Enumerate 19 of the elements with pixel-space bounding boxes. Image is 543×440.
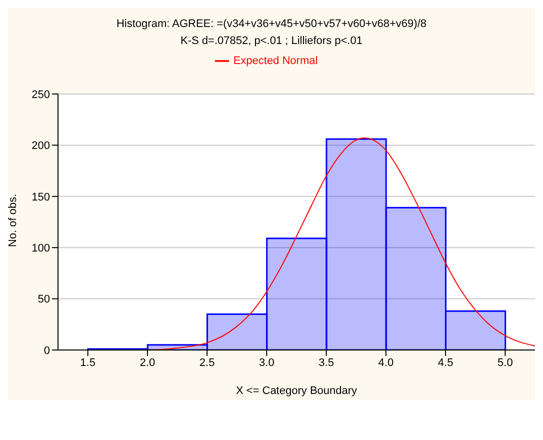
x-tick-label: 2.5 — [199, 356, 215, 369]
y-tick-label: 200 — [32, 140, 50, 152]
chart-subtitle: K-S d=.07852, p<.01 ; Lilliefors p<.01 — [180, 34, 364, 49]
y-tick-label: 50 — [38, 294, 50, 306]
y-tick-label: 250 — [32, 88, 50, 101]
x-tick-label: 4.0 — [378, 356, 394, 369]
y-axis-title: No. of obs. — [6, 194, 19, 247]
x-tick-label: 4.5 — [438, 356, 454, 369]
x-tick-label: 3.0 — [259, 356, 274, 369]
chart-title: Histogram: AGREE: =(v34+v36+v45+v50+v57+v60+v68+v69)/8 — [115, 17, 428, 32]
x-tick-label: 2.0 — [140, 356, 156, 369]
x-tick-label: 5.0 — [498, 356, 513, 369]
x-tick-label: 3.5 — [318, 356, 334, 369]
legend-label: Expected Normal — [233, 54, 318, 67]
y-tick-label: 150 — [32, 191, 50, 204]
x-tick-label: 1.5 — [80, 356, 96, 369]
x-axis-title: X <= Category Boundary — [236, 385, 358, 397]
y-tick-label: 100 — [32, 242, 50, 255]
y-tick-label: 0 — [44, 344, 50, 357]
